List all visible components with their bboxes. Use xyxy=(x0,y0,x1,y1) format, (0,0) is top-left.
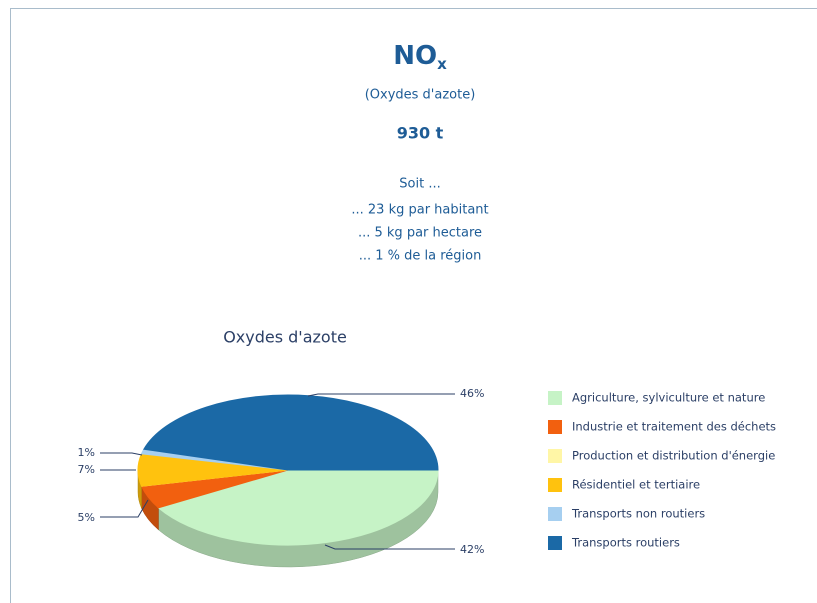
title: NOx xyxy=(393,41,447,73)
title-subscript: x xyxy=(437,55,447,73)
chart-title: Oxydes d'azote xyxy=(223,328,347,347)
data-label: 1% xyxy=(78,446,95,459)
subtitle: (Oxydes d'azote) xyxy=(365,88,476,103)
legend-swatch xyxy=(548,420,562,434)
pie-tops xyxy=(137,394,439,546)
title-main: NO xyxy=(393,41,437,71)
legend-label: Production et distribution d'énergie xyxy=(572,449,775,463)
legend-swatch xyxy=(548,478,562,492)
legend-label: Transports routiers xyxy=(571,536,680,550)
detail: Soit ... xyxy=(399,177,440,192)
legend-label: Industrie et traitement des déchets xyxy=(572,420,776,434)
data-label: 7% xyxy=(78,463,95,476)
legend-swatch xyxy=(548,391,562,405)
detail: ... 1 % de la région xyxy=(359,249,482,264)
total: 930 t xyxy=(397,124,444,143)
legend-swatch xyxy=(548,449,562,463)
legend-label: Agriculture, sylviculture et nature xyxy=(572,391,765,405)
data-label: 46% xyxy=(460,387,484,400)
data-label: 5% xyxy=(78,511,95,524)
legend-swatch xyxy=(548,536,562,550)
legend-label: Résidentiel et tertiaire xyxy=(572,478,700,492)
pie-slice xyxy=(157,469,439,546)
leader-line xyxy=(307,393,455,397)
data-label: 42% xyxy=(460,543,484,556)
legend-swatch xyxy=(548,507,562,521)
leader-line xyxy=(324,544,455,550)
detail: ... 23 kg par habitant xyxy=(351,203,488,218)
detail: ... 5 kg par hectare xyxy=(358,226,482,241)
legend-label: Transports non routiers xyxy=(571,507,705,521)
leader-line xyxy=(100,452,143,456)
leader-line xyxy=(100,499,149,518)
